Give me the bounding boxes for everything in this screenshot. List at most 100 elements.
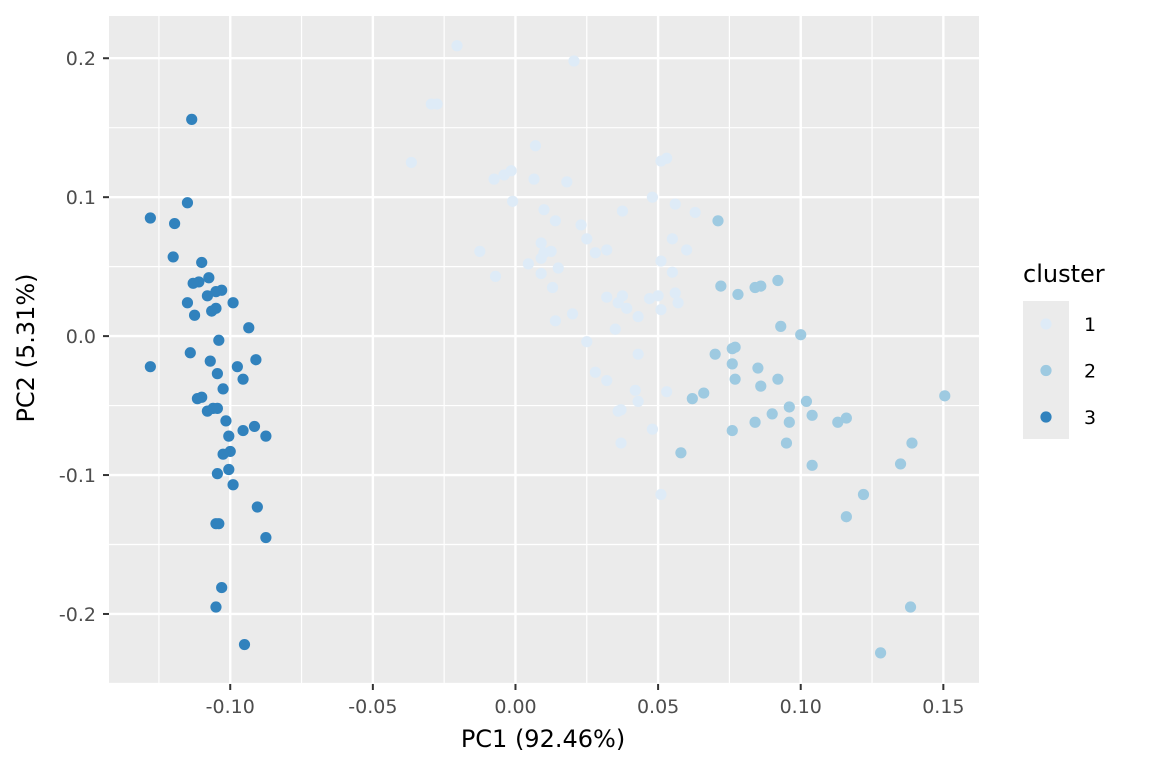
data-point-cluster-3	[204, 355, 216, 367]
data-point-cluster-3	[167, 251, 179, 263]
data-point-cluster-1	[507, 195, 519, 207]
data-point-cluster-3	[184, 347, 196, 359]
data-point-cluster-2	[749, 416, 761, 428]
data-point-cluster-1	[669, 198, 681, 210]
data-point-cluster-3	[213, 334, 225, 346]
data-point-cluster-1	[566, 308, 579, 320]
x-axis-title: PC1 (92.46%)	[461, 725, 625, 753]
data-point-cluster-1	[666, 233, 678, 245]
data-point-cluster-3	[211, 468, 223, 480]
data-point-cluster-3	[186, 113, 198, 125]
data-point-cluster-1	[575, 219, 587, 231]
data-point-cluster-2	[709, 348, 721, 360]
data-point-cluster-3	[243, 322, 255, 334]
data-point-cluster-3	[216, 581, 228, 594]
data-point-cluster-3	[227, 297, 239, 309]
data-point-cluster-3	[260, 531, 272, 544]
data-point-cluster-3	[201, 405, 214, 417]
data-point-cluster-3	[227, 479, 239, 491]
legend-label-2: 2	[1084, 361, 1096, 383]
data-point-cluster-2	[874, 647, 887, 659]
data-point-cluster-3	[220, 415, 232, 427]
data-point-cluster-2	[906, 437, 918, 449]
y-axis-title: PC2 (5.31%)	[12, 273, 40, 422]
data-point-cluster-1	[529, 140, 542, 152]
data-point-cluster-2	[772, 274, 784, 287]
y-tick-label: 0.2	[66, 48, 96, 70]
data-point-cluster-1	[616, 290, 629, 302]
data-point-cluster-1	[601, 291, 613, 303]
data-point-cluster-2	[780, 437, 793, 449]
data-point-cluster-3	[216, 284, 228, 296]
data-point-cluster-2	[775, 320, 787, 332]
x-tick-label: 0.10	[780, 696, 822, 718]
data-point-cluster-1	[535, 267, 547, 280]
data-point-cluster-3	[217, 383, 229, 395]
data-point-cluster-1	[629, 384, 641, 396]
legend-label-3: 3	[1084, 407, 1096, 429]
data-point-cluster-2	[755, 380, 767, 392]
data-point-cluster-1	[632, 311, 644, 323]
data-point-cluster-1	[489, 270, 502, 282]
data-point-cluster-2	[795, 329, 807, 341]
data-point-cluster-1	[581, 233, 593, 245]
data-point-cluster-1	[681, 244, 693, 256]
legend-title: cluster	[1023, 260, 1105, 288]
data-point-cluster-1	[451, 40, 463, 52]
data-point-cluster-1	[431, 98, 443, 110]
data-point-cluster-2	[772, 373, 784, 385]
data-point-cluster-2	[715, 280, 727, 292]
x-tick-label: 0.05	[637, 696, 679, 718]
data-point-cluster-3	[201, 290, 214, 302]
data-point-cluster-2	[894, 458, 907, 470]
data-point-cluster-3	[251, 501, 263, 513]
data-point-cluster-3	[213, 518, 225, 530]
data-point-cluster-2	[783, 416, 795, 428]
data-point-cluster-3	[237, 373, 249, 385]
data-point-cluster-1	[646, 191, 658, 203]
data-point-cluster-1	[609, 323, 621, 335]
major-gridlines	[109, 16, 979, 684]
data-point-cluster-1	[589, 366, 601, 378]
data-point-cluster-3	[188, 309, 201, 321]
data-point-cluster-3	[203, 272, 215, 284]
data-point-cluster-1	[661, 152, 673, 164]
x-tick-label: -0.10	[206, 696, 255, 718]
data-point-cluster-3	[217, 448, 229, 460]
data-point-cluster-3	[211, 402, 223, 414]
data-point-cluster-2	[732, 288, 744, 301]
data-point-cluster-1	[655, 488, 667, 501]
data-point-cluster-3	[144, 361, 156, 373]
data-point-cluster-2	[698, 387, 710, 399]
data-point-cluster-3	[260, 430, 272, 442]
data-point-cluster-2	[840, 412, 852, 424]
data-point-cluster-1	[601, 374, 613, 387]
data-point-cluster-3	[196, 256, 208, 269]
data-point-cluster-1	[474, 245, 486, 257]
data-point-cluster-1	[528, 173, 540, 185]
legend-key-1	[1040, 318, 1052, 330]
data-point-cluster-3	[211, 368, 223, 380]
data-point-cluster-2	[729, 373, 741, 385]
data-point-cluster-2	[712, 215, 724, 227]
data-point-cluster-1	[655, 255, 667, 267]
data-point-cluster-2	[686, 393, 698, 405]
data-point-cluster-3	[223, 463, 235, 476]
data-point-cluster-3	[248, 420, 261, 433]
data-point-cluster-2	[752, 362, 764, 374]
data-point-cluster-1	[666, 266, 678, 278]
data-point-cluster-2	[729, 341, 741, 353]
data-point-cluster-1	[652, 290, 664, 302]
data-point-cluster-2	[840, 511, 852, 523]
y-axis-ticks: -0.2 -0.1 0.0 0.1 0.2	[59, 48, 109, 626]
legend: cluster 1 2 3	[1023, 260, 1105, 439]
y-tick-label: -0.2	[59, 604, 96, 626]
legend-key-3	[1040, 411, 1052, 423]
data-point-cluster-3	[181, 197, 194, 209]
data-point-cluster-1	[549, 315, 562, 327]
data-point-cluster-1	[669, 287, 681, 299]
data-point-cluster-1	[545, 245, 557, 257]
data-point-cluster-3	[206, 305, 218, 317]
data-point-cluster-2	[783, 401, 795, 413]
